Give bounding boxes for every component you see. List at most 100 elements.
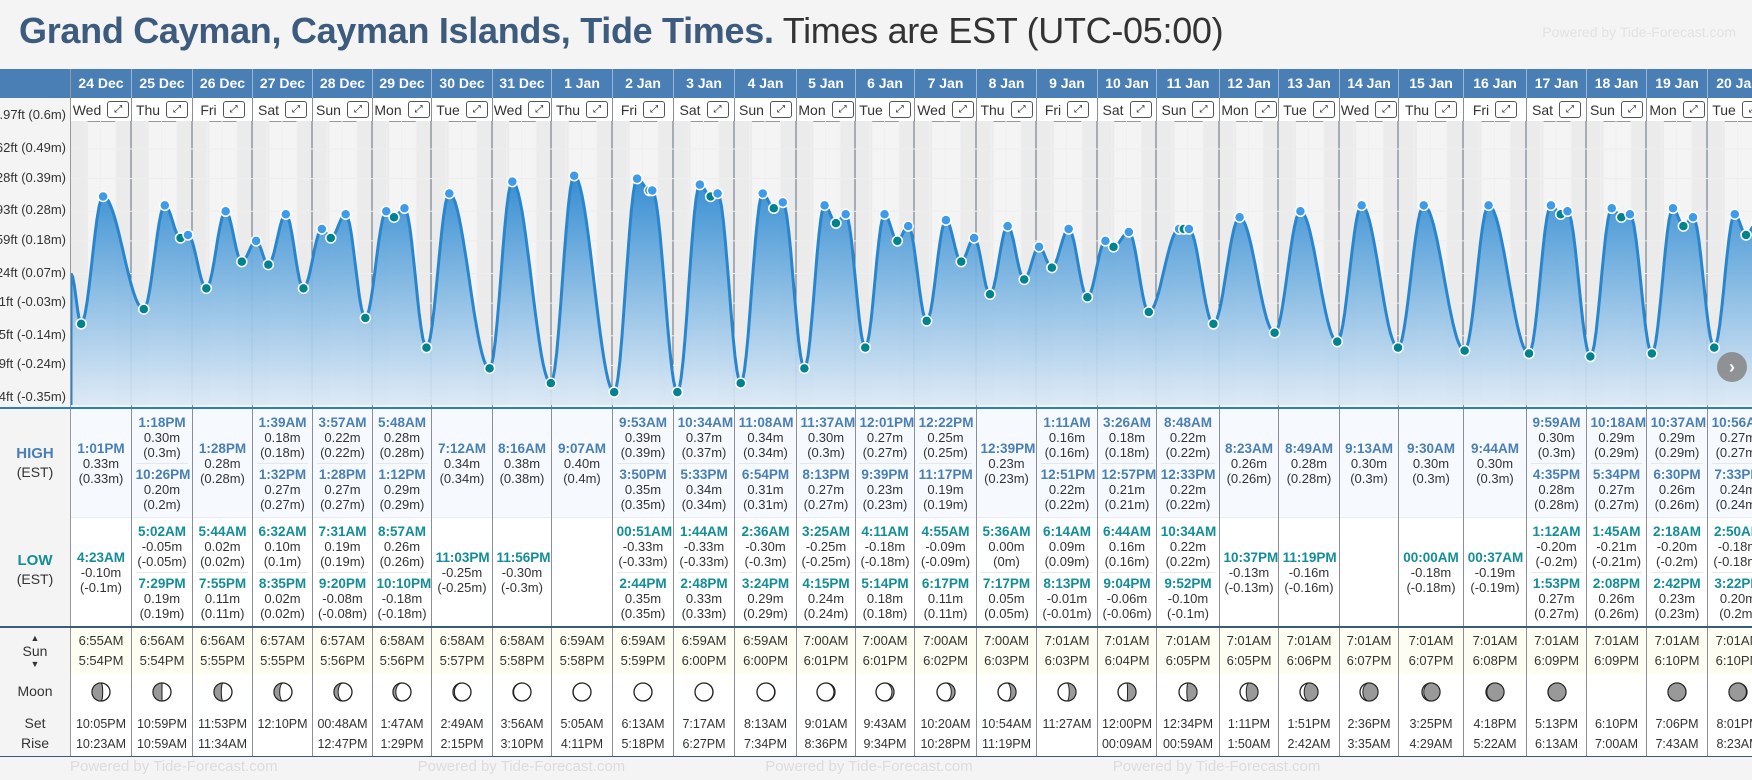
expand-day-icon[interactable]: ⤢	[1129, 101, 1152, 118]
low-tide-time: 2:42PM	[1653, 576, 1701, 591]
moon-phase-icon	[1359, 681, 1379, 702]
low-tide-height: 0.33m	[685, 591, 723, 606]
day-of-week: Thu	[555, 101, 581, 118]
moon-set-rise-cell: 12:34PM 00:59AM	[1157, 709, 1219, 757]
moon-cell	[373, 674, 431, 709]
low-tide-time: 00:37AM	[1467, 550, 1524, 565]
expand-day-icon[interactable]: ⤢	[1192, 101, 1215, 118]
expand-day-icon[interactable]: ⤢	[1375, 101, 1398, 118]
low-tide-entry: 9:52PM -0.10m (-0.1m)	[1160, 572, 1216, 624]
expand-day-icon[interactable]: ⤢	[643, 101, 666, 118]
expand-day-icon[interactable]: ⤢	[1254, 101, 1277, 118]
expand-day-icon[interactable]: ⤢	[1067, 101, 1090, 118]
powered-by-link[interactable]: Powered by Tide-Forecast.com	[1542, 24, 1736, 40]
moonrise-time: 00:59AM	[1162, 737, 1214, 751]
expand-day-icon[interactable]: ⤢	[1741, 101, 1752, 118]
expand-day-icon[interactable]: ⤢	[888, 101, 911, 118]
moon-cell	[797, 674, 855, 709]
expand-day-icon[interactable]: ⤢	[285, 101, 307, 118]
high-tide-time: 12:33PM	[1160, 466, 1216, 482]
high-tide-time: 9:44AM	[1470, 440, 1519, 456]
low-tide-height-alt: (-0.18m)	[377, 606, 427, 621]
moon-phase-icon	[212, 681, 233, 702]
sunrise-time: 6:57AM	[320, 633, 365, 648]
next-days-button[interactable]: ›	[1717, 352, 1747, 382]
expand-day-icon[interactable]: ⤢	[107, 101, 130, 118]
expand-day-icon[interactable]: ⤢	[166, 101, 189, 118]
high-tide-time: 3:50PM	[619, 466, 667, 482]
high-tide-height-alt: (0.39m)	[620, 444, 666, 460]
high-tide-entry: 6:54PM 0.31m (0.31m)	[738, 462, 793, 515]
high-tide-cell: 7:12AM 0.34m (0.34m)	[432, 409, 492, 517]
moon-set-rise-cell: 11:53PM 11:34AM	[193, 709, 252, 757]
footer-watermark-text: Powered by Tide-Forecast.com	[417, 758, 626, 775]
low-tide-height-alt: (-0.1m)	[80, 580, 122, 595]
expand-day-icon[interactable]: ⤢	[407, 101, 430, 118]
high-tide-height: 0.22m	[1169, 481, 1207, 497]
moon-cell	[552, 674, 612, 709]
expand-day-icon[interactable]: ⤢	[1682, 101, 1705, 118]
high-tide-height-alt: (0.29m)	[1594, 444, 1639, 460]
moon-phase-icon	[512, 681, 532, 702]
moonrise-time: 11:19PM	[981, 737, 1032, 751]
moon-cell	[432, 674, 492, 709]
low-tide-height: -0.18m	[1717, 539, 1752, 554]
low-tide-height: -0.33m	[622, 539, 664, 554]
low-tide-cell: 1:45AM -0.21m (-0.21m) 2:08PM 0.26m (0.26m)	[1587, 517, 1646, 627]
day-of-week: Thu	[980, 101, 1005, 118]
expand-day-icon[interactable]: ⤢	[1435, 101, 1458, 118]
high-tide-marker	[506, 175, 519, 188]
low-tide-entry: 8:57AM 0.26m (0.26m)	[376, 521, 427, 572]
low-tide-time: 9:20PM	[318, 576, 367, 591]
expand-day-icon[interactable]: ⤢	[706, 101, 729, 118]
sunrise-time: 7:01AM	[1654, 633, 1700, 648]
low-tide-height: 0.24m	[807, 591, 845, 606]
axis-tick-text: -0.45ft (-0.14m)	[0, 326, 66, 342]
day-date-header: 11 Jan	[1156, 69, 1219, 98]
high-tide-time: 5:34PM	[1592, 466, 1641, 482]
high-tide-marker	[1606, 202, 1618, 215]
day-column: 6 Jan Tue ⤢ 12:01PM 0.27m (0.27m) 9:39PM 0.23m(…	[855, 69, 914, 757]
expand-day-icon[interactable]: ⤢	[1495, 101, 1518, 118]
low-tide-time: 8:57AM	[377, 524, 426, 539]
low-tide-cell: 5:02AM -0.05m (-0.05m) 7:29PM 0.19m (0.19m)	[132, 517, 192, 627]
day-of-week: Mon	[1649, 101, 1677, 118]
expand-day-icon[interactable]: ⤢	[1620, 101, 1643, 118]
axis-tick-label: -0.1ft (-0.03m)	[0, 294, 66, 312]
high-tide-cell: 10:18AM 0.29m (0.29m) 5:34PM 0.27m (0.27m)	[1587, 409, 1646, 517]
expand-day-icon[interactable]: ⤢	[222, 101, 245, 118]
expand-day-icon[interactable]: ⤢	[528, 101, 551, 118]
expand-day-icon[interactable]: ⤢	[465, 101, 488, 118]
low-tide-height-alt: (-0.1m)	[1167, 606, 1209, 621]
low-tide-marker	[1207, 318, 1220, 330]
moonrise-time: 7:00AM	[1594, 737, 1639, 751]
high-tide-height: 0.28m	[1290, 455, 1328, 471]
expand-day-icon[interactable]: ⤢	[951, 101, 974, 118]
expand-day-icon[interactable]: ⤢	[769, 101, 792, 118]
high-tide-entry: 10:18AM 0.29m (0.29m)	[1591, 412, 1647, 463]
low-tide-height-alt: (-0.09m)	[920, 554, 971, 569]
low-tide-entry: 7:29PM 0.19m (0.19m)	[135, 572, 189, 624]
moonrise-time: 12:47PM	[317, 737, 368, 751]
expand-day-icon[interactable]: ⤢	[1559, 101, 1581, 118]
sun-cell: 7:01AM 6:07PM	[1399, 628, 1463, 674]
expand-day-icon[interactable]: ⤢	[346, 101, 369, 118]
sun-cell: 6:58AM 5:58PM	[493, 628, 551, 674]
low-tide-time: 10:37PM	[1223, 550, 1279, 565]
moonrise-time: 1:29PM	[380, 737, 424, 751]
expand-day-icon[interactable]: ⤢	[586, 101, 609, 118]
moon-set-rise-cell: 8:01PM 8:23AM	[1708, 709, 1752, 757]
expand-day-icon[interactable]: ⤢	[831, 101, 854, 118]
day-name-row: Wed ⤢	[71, 98, 131, 122]
sunrise-time: 6:59AM	[620, 633, 666, 648]
expand-day-icon[interactable]: ⤢	[1010, 101, 1033, 118]
moonset-time: 10:05PM	[75, 717, 127, 731]
day-column: 12 Jan Mon ⤢ 8:23AM 0.26m (0.26m) 10:37PM -0.13…	[1219, 69, 1278, 757]
high-tide-height-alt: (0.27m)	[862, 444, 908, 460]
axis-tick-label: -0.45ft (-0.14m)	[0, 327, 66, 345]
high-tide-marker	[1687, 211, 1699, 223]
low-tide-height-alt: (0.18m)	[862, 606, 908, 621]
low-tide-marker	[1708, 341, 1720, 354]
moon-phase-icon	[875, 681, 895, 702]
expand-day-icon[interactable]: ⤢	[1312, 101, 1335, 118]
